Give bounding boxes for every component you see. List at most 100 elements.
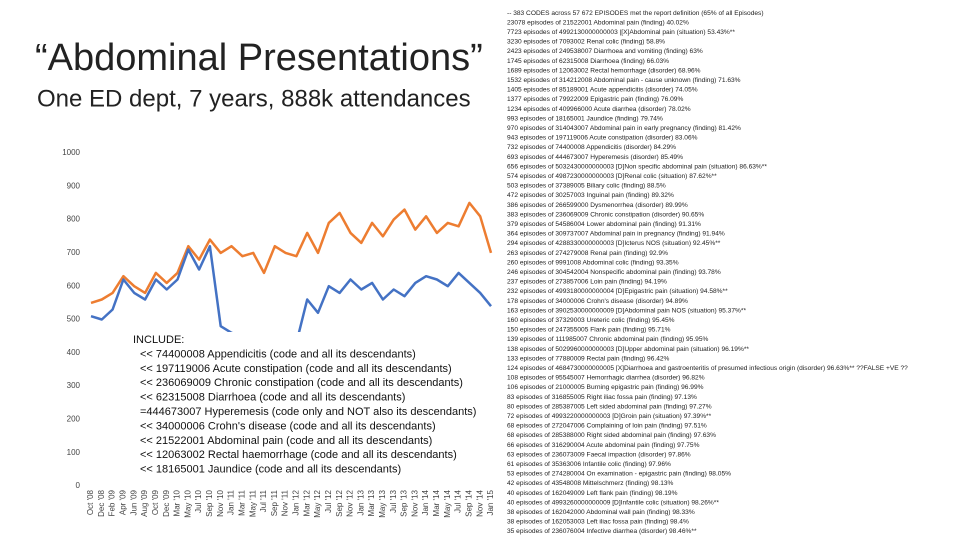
x-tick-label: Jul '12 <box>324 489 333 512</box>
y-tick-label: 300 <box>67 381 81 390</box>
x-tick-label: Nov '12 <box>346 489 355 516</box>
x-tick-label: Apr '09 <box>119 489 128 515</box>
x-tick-label: Sep '11 <box>270 489 279 516</box>
x-tick-label: Nov '11 <box>281 489 290 516</box>
code-line: 1532 episodes of 314212008 Abdominal pai… <box>507 77 741 84</box>
include-line: << 21522001 Abdominal pain (code and all… <box>140 435 432 447</box>
code-line: 40 episodes of 4993260000000009 [D]Infan… <box>507 499 719 506</box>
x-tick-label: Sep '14 <box>464 489 473 516</box>
code-line: 61 episodes of 35363006 Infantile colic … <box>507 461 671 468</box>
code-line: 35 episodes of 236076004 Infective diarr… <box>507 528 697 535</box>
x-tick-label: Jun '09 <box>129 489 138 515</box>
x-tick-label: Jan '15 <box>486 489 495 515</box>
include-title: INCLUDE: <box>133 334 184 346</box>
x-tick-label: Jan '12 <box>292 489 301 515</box>
y-tick-label: 500 <box>67 315 81 324</box>
code-line: 383 episodes of 236069009 Chronic consti… <box>507 211 704 218</box>
x-tick-label: Sep '12 <box>335 489 344 516</box>
code-line: 364 episodes of 309737007 Abdominal pain… <box>507 231 725 238</box>
code-line: 40 episodes of 162049009 Left flank pain… <box>507 490 678 497</box>
x-tick-label: May '14 <box>443 489 452 517</box>
x-tick-label: Nov '13 <box>410 489 419 516</box>
code-line: 108 episodes of 95545007 Hemorrhagic dia… <box>507 375 705 382</box>
code-line: 503 episodes of 37389005 Biliary colic (… <box>507 183 666 190</box>
code-line: 386 episodes of 266599000 Dysmenorrhea (… <box>507 202 688 209</box>
code-line: 38 episodes of 162053003 Left iliac foss… <box>507 519 689 526</box>
code-line: 732 episodes of 74400008 Appendicitis (d… <box>507 144 676 151</box>
code-line: 260 episodes of 9991008 Abdominal colic … <box>507 259 679 266</box>
series-line <box>90 244 492 348</box>
x-tick-label: Feb '09 <box>108 489 117 516</box>
code-line: 138 episodes of 5029960000000003 [D]Uppe… <box>507 346 749 353</box>
x-tick-label: Mar '10 <box>173 489 182 516</box>
x-tick-label: Jul '13 <box>389 489 398 512</box>
code-line: 160 episodes of 37329003 Ureteric colic … <box>507 317 675 324</box>
code-line: 1689 episodes of 12063002 Rectal hemorrh… <box>507 67 701 74</box>
code-line: 178 episodes of 34000006 Crohn's disease… <box>507 298 688 305</box>
code-line: 68 episodes of 272047006 Complaining of … <box>507 423 707 430</box>
include-box <box>125 332 485 482</box>
code-line: 139 episodes of 111985007 Chronic abdomi… <box>507 336 709 343</box>
code-line: 379 episodes of 54586004 Lower abdominal… <box>507 221 701 228</box>
x-tick-label: Jul '10 <box>194 489 203 512</box>
code-line: 106 episodes of 21000005 Burning epigast… <box>507 384 704 391</box>
x-tick-label: Nov '10 <box>216 489 225 516</box>
code-line: 63 episodes of 236073009 Faecal impactio… <box>507 451 691 458</box>
y-tick-label: 800 <box>67 215 81 224</box>
code-line: 53 episodes of 274280004 On examination … <box>507 471 731 478</box>
x-tick-label: Sep '10 <box>205 489 214 516</box>
x-tick-label: Jul '11 <box>259 489 268 512</box>
y-tick-label: 900 <box>67 181 81 190</box>
x-tick-label: Jan '13 <box>356 489 365 515</box>
include-line: << 12063002 Rectal haemorrhage (code and… <box>140 449 457 461</box>
x-tick-label: Jan '14 <box>421 489 430 515</box>
code-line: 68 episodes of 285388000 Right sided abd… <box>507 432 716 439</box>
x-tick-label: Mar '14 <box>432 489 441 516</box>
y-tick-label: 700 <box>67 248 81 257</box>
code-line: 574 episodes of 4987230000000003 [D]Rena… <box>507 173 717 180</box>
y-tick-label: 600 <box>67 281 81 290</box>
include-line: << 34000006 Crohn's disease (code and al… <box>140 420 436 432</box>
x-tick-label: Jul '14 <box>454 489 463 512</box>
code-line: 66 episodes of 316290004 Acute abdominal… <box>507 442 700 449</box>
code-line: 80 episodes of 285387005 Left sided abdo… <box>507 403 712 410</box>
y-tick-label: 400 <box>67 348 81 357</box>
code-line: 263 episodes of 274279008 Renal pain (fi… <box>507 250 668 257</box>
x-tick-label: May '13 <box>378 489 387 517</box>
include-line: << 74400008 Appendicitis (code and all i… <box>140 348 416 360</box>
include-line: << 236069009 Chronic constipation (code … <box>140 377 463 389</box>
include-line: =444673007 Hyperemesis (code only and NO… <box>140 406 476 418</box>
x-tick-label: May '12 <box>313 489 322 517</box>
code-line: 246 episodes of 304542004 Nonspecific ab… <box>507 269 721 276</box>
code-line: 2423 episodes of 249538007 Diarrhoea and… <box>507 48 703 55</box>
code-line: 232 episodes of 4993180000000004 [D]Epig… <box>507 288 728 295</box>
x-tick-label: Oct '09 <box>151 489 160 515</box>
code-line: 83 episodes of 316855005 Right iliac fos… <box>507 394 697 401</box>
code-line: 150 episodes of 247355005 Flank pain (fi… <box>507 327 671 334</box>
code-line: 3230 episodes of 7093002 Renal colic (fi… <box>507 39 665 46</box>
y-tick-label: 0 <box>76 481 81 490</box>
code-line: -- 383 CODES across 57 672 EPISODES met … <box>507 10 764 17</box>
code-line: 72 episodes of 4993220000000003 [D]Groin… <box>507 413 712 420</box>
include-line: << 197119006 Acute constipation (code an… <box>140 363 452 375</box>
code-line: 1745 episodes of 62315008 Diarrhoea (fin… <box>507 58 669 65</box>
code-line: 237 episodes of 273857006 Loin pain (fin… <box>507 279 667 286</box>
x-tick-label: Mar '12 <box>302 489 311 516</box>
code-line: 124 episodes of 4684730000000005 [X]Diar… <box>507 365 908 372</box>
x-tick-label: Oct '08 <box>86 489 95 515</box>
x-tick-label: Jan '11 <box>227 489 236 515</box>
code-line: 38 episodes of 162042000 Abdominal wall … <box>507 509 695 516</box>
x-tick-label: Nov '14 <box>475 489 484 516</box>
x-tick-label: Dec '08 <box>97 489 106 516</box>
x-tick-label: Aug '09 <box>140 489 149 516</box>
y-tick-label: 1000 <box>62 148 80 157</box>
code-line: 7723 episodes of 4992130000000003 |[X]Ab… <box>507 29 735 36</box>
code-line: 970 episodes of 314043007 Abdominal pain… <box>507 125 741 132</box>
code-line: 42 episodes of 43548008 Mittelschmerz (f… <box>507 480 674 487</box>
x-tick-label: May '11 <box>248 489 257 517</box>
code-line: 294 episodes of 4288330000000003 [D]Icte… <box>507 240 721 247</box>
code-line: 656 episodes of 5032430000000003 [D]Non … <box>507 163 767 170</box>
include-line: << 62315008 Diarrhoea (code and all its … <box>140 392 405 404</box>
